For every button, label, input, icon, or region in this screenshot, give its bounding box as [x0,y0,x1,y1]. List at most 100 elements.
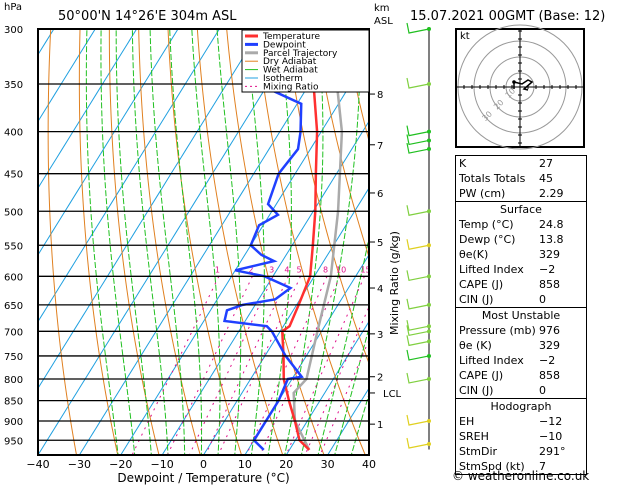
pressure-tick-label: 600 [4,272,23,283]
most-unstable-index-label: CAPE (J) [459,369,504,382]
wind-barb [406,125,430,137]
wind-barb [406,349,430,361]
wind-barb [406,437,430,449]
isotherm-line [78,29,344,455]
hodograph-index-label: StmSpd (kt) [459,460,525,473]
hodograph-index-value: 7 [539,460,546,473]
mixing-ratio-axis-label: Mixing Ratio (g/kg) [388,231,401,335]
km-tick-label: 6 [377,189,383,200]
general-index-label: PW (cm) [459,187,506,200]
most-unstable-index-value: 976 [539,324,560,337]
wet-adiabat-line [85,29,119,455]
legend-entry: Isotherm [263,74,303,84]
wind-barb [406,77,430,89]
isotherm-line [38,29,138,190]
hodograph-index-value: −12 [539,415,563,428]
most-unstable-index-value: 329 [539,339,560,352]
general-index-label: Totals Totals [459,172,526,185]
general-index-value: 45 [539,172,553,185]
dry-adiabat-line [314,29,369,259]
most-unstable-index-row: θe (K) 329 [456,338,586,353]
pressure-tick-label: 850 [4,397,23,408]
wind-barb [406,372,430,384]
surface-index-value: 329 [539,248,560,261]
datetime-title: 15.07.2021 00GMT (Base: 12) [410,9,606,24]
mixing-ratio-line [131,276,220,455]
pressure-tick-label: 950 [4,436,23,447]
legend-entry: Temperature [262,32,320,42]
wet-adiabat-line [169,29,203,455]
mixing-ratio-label: 1 [215,265,220,274]
mixing-ratio-line [304,305,369,455]
surface-index-row: CIN (J) 0 [456,292,586,307]
surface-index-row: Temp (°C) 24.8 [456,217,586,232]
surface-index-label: CAPE (J) [459,278,504,291]
location-title: 50°00'N 14°26'E 304m ASL [58,9,237,24]
hodograph-index-row: StmDir 291° [456,444,586,459]
dry-adiabat-line [167,29,242,455]
wind-barb [406,320,430,331]
mixing-ratio-line [245,276,328,455]
km-tick-label: 3 [377,330,383,341]
wet-adiabat-line [334,325,369,455]
surface-index-row: Lifted Index −2 [456,262,586,277]
x-tick-label: −30 [68,458,91,471]
wind-barb [406,335,430,347]
dry-adiabat-line [138,29,201,455]
isotherm-line [38,29,179,256]
surface-index-row: Dewp (°C) 13.8 [456,232,586,247]
dry-adiabat-line [47,29,77,455]
hodograph-point [512,80,516,84]
dry-adiabat-line [226,29,325,455]
wet-adiabat-line [317,235,369,455]
surface-index-value: 24.8 [539,218,564,231]
surface-index-label: θe(K) [459,248,489,261]
legend-entry: Parcel Trajectory [263,49,338,59]
mixing-ratio-line [259,276,341,455]
surface-index-value: −2 [539,263,556,276]
surface-index-row: CAPE (J) 858 [456,277,586,292]
mixing-ratio-label: 20 [378,265,388,274]
pressure-tick-label: 550 [4,241,23,252]
surface-index-label: CIN (J) [459,293,494,306]
hodograph-index-value: 291° [539,445,566,458]
wind-barb [406,325,430,337]
wind-barb [406,270,430,282]
hodograph-index-value: −10 [539,430,563,443]
pressure-tick-label: 450 [4,170,23,181]
surface-index-value: 13.8 [539,233,564,246]
legend-box [241,29,370,93]
isotherm-line [120,53,369,455]
hodograph-index-label: SREH [459,430,489,443]
pressure-tick-label: 400 [4,128,23,139]
hodograph-index-row: StmSpd (kt) 7 [456,459,586,474]
copyright-credit: © weatheronline.co.uk [452,469,590,483]
dry-adiabat-line [78,29,119,455]
x-tick-label: −40 [26,458,49,471]
mixing-ratio-label: 15 [360,265,370,274]
dry-adiabat-line [284,29,369,365]
x-tick-label: −20 [109,458,132,471]
most-unstable-index-value: −2 [539,354,556,367]
most-unstable-index-label: Pressure (mb) [459,324,536,337]
surface-index-value: 858 [539,278,560,291]
pressure-tick-label: 750 [4,352,23,363]
general-indices: K 27 Totals Totals 45 PW (cm) 2.29 [456,156,586,201]
mixing-ratio-label: 5 [297,265,302,274]
dry-adiabat-line [196,29,284,455]
surface-index-label: Temp (°C) [459,218,514,231]
mixing-ratio-label: 8 [323,265,328,274]
dry-adiabat-line [608,29,629,455]
isotherm-line [38,29,303,455]
hodograph-index-row: EH −12 [456,414,586,429]
legend-entry: Wet Adiabat [263,66,318,76]
most-unstable-index-value: 0 [539,384,546,397]
most-unstable-title: Most Unstable [481,309,561,322]
wind-barb [406,22,430,34]
general-index-row: PW (cm) 2.29 [456,186,586,201]
x-tick-label: 10 [238,458,252,471]
surface-title: Surface [500,203,542,216]
x-tick-label: 20 [279,458,293,471]
